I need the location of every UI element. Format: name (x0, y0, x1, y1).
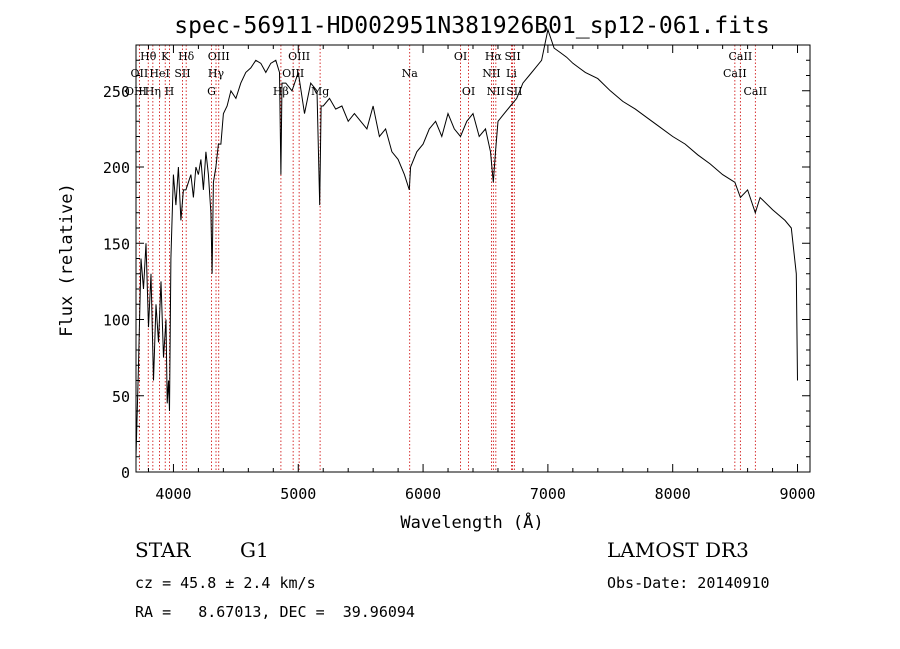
plot-frame (135, 44, 811, 473)
y-axis: 0 50 100 150 200 250 (103, 59, 810, 482)
x-axis: 4000 5000 6000 7000 8000 9000 (147, 45, 816, 503)
spectral-line-label: CaII (743, 85, 767, 98)
survey-name: LAMOST DR3 (607, 538, 749, 562)
x-tick-label: 8000 (655, 485, 691, 503)
spectral-line-label: OII (131, 67, 149, 80)
object-class: STAR (135, 538, 191, 562)
x-tick-label: 4000 (155, 485, 191, 503)
spectral-line-label: Li (506, 67, 517, 80)
spectral-line-label: CaII (729, 50, 753, 63)
spectral-line-markers (135, 45, 756, 472)
spectral-line-label: NII (482, 67, 500, 80)
y-tick-label: 100 (103, 312, 130, 330)
chart-title: spec-56911-HD002951N381926B01_sp12-061.f… (174, 13, 769, 39)
spectrum-series-line (135, 27, 798, 457)
x-tick-label: 6000 (405, 485, 441, 503)
spectral-line-label: OIII (288, 50, 310, 63)
spectral-line-label: CaII (723, 67, 747, 80)
y-tick-label: 150 (103, 235, 130, 253)
spectral-line-label: Hγ (208, 67, 225, 80)
spectral-line-label: K (161, 50, 170, 63)
spectral-line-label: SII (504, 50, 520, 63)
x-tick-label: 9000 (779, 485, 815, 503)
spectral-line-label: OIII (208, 50, 230, 63)
spectral-line-label: Hθ (140, 50, 157, 63)
y-tick-label: 250 (103, 83, 130, 101)
spectral-line-label: G (207, 85, 216, 98)
spectral-line-label: Hα (485, 50, 503, 63)
y-tick-label: 50 (112, 388, 130, 406)
redshift-readout: cz = 45.8 ± 2.4 km/s (135, 574, 316, 592)
coordinates-readout: RA = 8.67013, DEC = 39.96094 (135, 603, 415, 621)
spectral-line-label: OI (454, 50, 467, 63)
spectral-line-label: OI (462, 85, 475, 98)
subclass: G1 (240, 538, 269, 562)
spectral-line-label: Na (402, 67, 419, 80)
x-tick-label: 5000 (280, 485, 316, 503)
spectral-line-label: HeI (149, 67, 169, 80)
spectral-line-label: Hη (145, 85, 161, 98)
y-tick-label: 0 (121, 464, 130, 482)
y-tick-label: 200 (103, 159, 130, 177)
spectral-line-label: Hβ (273, 85, 289, 98)
spectral-line-label: NII (487, 85, 505, 98)
spectral-line-label: SII (174, 67, 190, 80)
x-tick-label: 7000 (530, 485, 566, 503)
spectral-line-label: Hδ (178, 50, 195, 63)
spectral-line-label: OIII (282, 67, 304, 80)
observation-date: Obs-Date: 20140910 (607, 574, 770, 592)
spectral-line-label: H (165, 85, 175, 98)
x-axis-label: Wavelength (Å) (400, 511, 543, 533)
y-axis-label: Flux (relative) (57, 183, 77, 337)
